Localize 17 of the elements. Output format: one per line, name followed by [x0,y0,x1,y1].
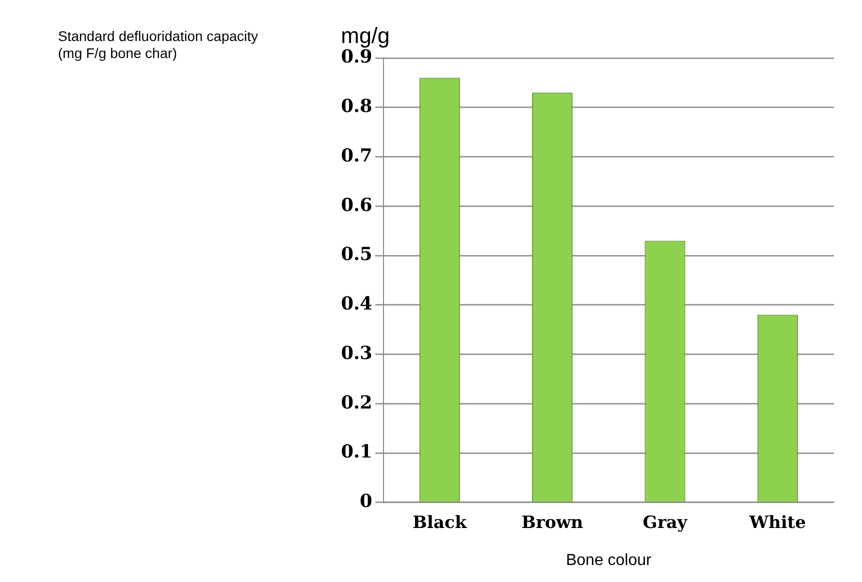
x-axis-title: Bone colour [566,552,652,569]
y-tick-label: 0.1 [340,442,372,463]
y-tick-label: 0.3 [340,342,372,364]
y-tick-label: 0.4 [340,294,372,315]
x-tick-label: Brown [521,513,584,534]
y-tick-label: 0 [360,491,372,512]
x-tick-label: Black [412,513,468,534]
y-tick-label: 0.7 [340,145,372,166]
x-tick-label: Gray [642,513,688,534]
y-tick-label: 0.8 [340,96,372,118]
y-tick-label: 0.9 [340,46,372,68]
y-axis-title: mg/g [340,23,390,48]
x-tick-label: White [748,513,806,534]
y-tick-label: 0.5 [340,244,372,266]
y-tick-label: 0.2 [340,392,372,414]
text: Standard defluoridation capacity (mg F/g bone char) [58,28,260,62]
y-tick-label: 0.6 [340,194,372,216]
